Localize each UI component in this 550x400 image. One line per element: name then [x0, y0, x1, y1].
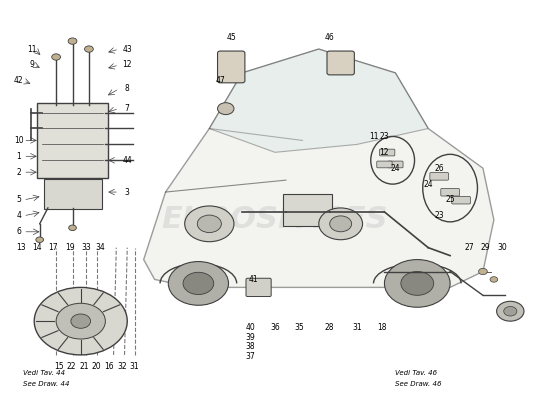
Circle shape — [85, 46, 94, 52]
Text: Vedi Tav. 46: Vedi Tav. 46 — [395, 370, 437, 376]
Text: 36: 36 — [270, 323, 280, 332]
Text: 31: 31 — [352, 323, 362, 332]
Text: 47: 47 — [216, 76, 225, 85]
Text: 21: 21 — [79, 362, 89, 371]
Circle shape — [504, 306, 517, 316]
Circle shape — [478, 268, 487, 275]
FancyBboxPatch shape — [43, 179, 102, 209]
Circle shape — [168, 262, 228, 305]
Text: 16: 16 — [104, 362, 114, 371]
Text: 43: 43 — [122, 44, 132, 54]
Text: 33: 33 — [81, 243, 91, 252]
Circle shape — [329, 216, 351, 232]
Circle shape — [68, 38, 77, 44]
Circle shape — [71, 314, 91, 328]
Circle shape — [497, 301, 524, 321]
Text: 7: 7 — [125, 104, 130, 113]
Text: See Draw. 44: See Draw. 44 — [23, 381, 70, 387]
Text: EUROSPARES: EUROSPARES — [162, 205, 388, 234]
Circle shape — [490, 277, 498, 282]
FancyBboxPatch shape — [430, 172, 448, 180]
Text: 1: 1 — [16, 152, 21, 161]
Text: 44: 44 — [122, 156, 132, 165]
Circle shape — [401, 272, 434, 295]
Text: 34: 34 — [95, 243, 104, 252]
FancyBboxPatch shape — [283, 194, 332, 226]
Text: 14: 14 — [32, 243, 42, 252]
Circle shape — [34, 287, 127, 355]
Text: 8: 8 — [125, 84, 130, 93]
FancyBboxPatch shape — [246, 278, 271, 296]
Text: Vedi Tav. 44: Vedi Tav. 44 — [23, 370, 65, 376]
Text: 29: 29 — [481, 243, 491, 252]
Text: 23: 23 — [379, 132, 389, 141]
Text: 45: 45 — [227, 33, 236, 42]
Text: 25: 25 — [446, 196, 455, 204]
Text: 35: 35 — [295, 323, 305, 332]
Text: 18: 18 — [377, 323, 387, 332]
FancyBboxPatch shape — [388, 161, 403, 168]
Text: 15: 15 — [54, 362, 64, 371]
Text: 5: 5 — [16, 196, 21, 204]
Text: 37: 37 — [245, 352, 255, 362]
Text: 11: 11 — [368, 132, 378, 141]
Text: 4: 4 — [16, 211, 21, 220]
Text: 39: 39 — [245, 332, 255, 342]
Circle shape — [185, 206, 234, 242]
Circle shape — [69, 225, 76, 230]
FancyBboxPatch shape — [452, 196, 470, 204]
FancyBboxPatch shape — [379, 149, 395, 156]
Text: 46: 46 — [325, 33, 334, 42]
Text: 32: 32 — [117, 362, 126, 371]
FancyBboxPatch shape — [218, 51, 245, 83]
Circle shape — [36, 237, 43, 242]
Text: 38: 38 — [245, 342, 255, 352]
FancyBboxPatch shape — [377, 161, 392, 168]
Text: 19: 19 — [65, 243, 75, 252]
Text: 11: 11 — [27, 44, 36, 54]
Text: 12: 12 — [123, 60, 132, 70]
Text: 23: 23 — [434, 211, 444, 220]
Text: 12: 12 — [379, 148, 389, 157]
FancyBboxPatch shape — [327, 51, 354, 75]
Text: 24: 24 — [390, 164, 400, 173]
Circle shape — [56, 303, 106, 339]
Text: 6: 6 — [16, 227, 21, 236]
Polygon shape — [144, 49, 494, 287]
Text: 24: 24 — [424, 180, 433, 189]
Text: 40: 40 — [245, 323, 255, 332]
Circle shape — [52, 54, 60, 60]
Text: 20: 20 — [92, 362, 101, 371]
Text: 9: 9 — [29, 60, 34, 70]
Text: 10: 10 — [14, 136, 24, 145]
FancyBboxPatch shape — [441, 188, 459, 196]
FancyBboxPatch shape — [37, 103, 108, 178]
Text: 41: 41 — [248, 275, 258, 284]
Text: 28: 28 — [325, 323, 334, 332]
Polygon shape — [210, 49, 428, 152]
Text: 22: 22 — [67, 362, 76, 371]
Text: 30: 30 — [497, 243, 507, 252]
Circle shape — [384, 260, 450, 307]
Text: 27: 27 — [464, 243, 474, 252]
Circle shape — [319, 208, 362, 240]
Text: 3: 3 — [125, 188, 130, 196]
Text: See Draw. 46: See Draw. 46 — [395, 381, 442, 387]
Text: 26: 26 — [434, 164, 444, 173]
Circle shape — [183, 272, 214, 294]
Circle shape — [197, 215, 221, 232]
Circle shape — [218, 103, 234, 114]
Text: 31: 31 — [130, 362, 139, 371]
Text: 2: 2 — [16, 168, 21, 177]
Text: 42: 42 — [14, 76, 24, 85]
Text: 13: 13 — [16, 243, 25, 252]
Text: 17: 17 — [48, 243, 58, 252]
